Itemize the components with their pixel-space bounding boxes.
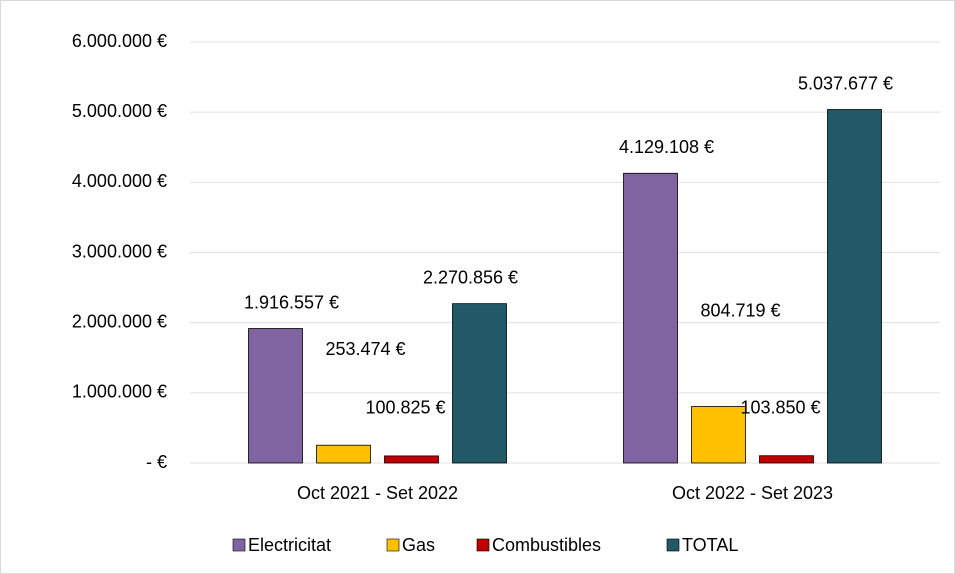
legend-swatch [386, 538, 400, 552]
y-tick-label: 6.000.000 € [72, 31, 167, 51]
bar [623, 172, 678, 464]
data-label: 253.474 € [325, 339, 405, 359]
bar [248, 328, 303, 464]
legend-swatch [476, 538, 490, 552]
y-tick-label: 4.000.000 € [72, 171, 167, 191]
data-label: 100.825 € [365, 398, 445, 418]
legend-swatch [666, 538, 680, 552]
legend-label: Electricitat [248, 535, 331, 555]
data-label: 103.850 € [740, 397, 820, 417]
y-tick-label: 2.000.000 € [72, 311, 167, 331]
bar [759, 455, 814, 464]
data-label: 4.129.108 € [619, 137, 714, 157]
data-label: 1.916.557 € [244, 292, 339, 312]
legend-label: Combustibles [492, 535, 601, 555]
x-tick-label: Oct 2021 - Set 2022 [297, 483, 458, 503]
legend-label: TOTAL [682, 535, 738, 555]
bar [384, 455, 439, 464]
y-tick-label: - € [146, 452, 167, 472]
y-tick-label: 3.000.000 € [72, 241, 167, 261]
data-label: 5.037.677 € [798, 73, 893, 93]
x-tick-label: Oct 2022 - Set 2023 [672, 483, 833, 503]
data-label: 2.270.856 € [423, 267, 518, 287]
legend-swatch [232, 538, 246, 552]
bar [691, 406, 746, 464]
bar [452, 303, 507, 464]
bar [827, 109, 882, 464]
y-tick-label: 1.000.000 € [72, 382, 167, 402]
data-label: 804.719 € [700, 300, 780, 320]
legend-label: Gas [402, 535, 435, 555]
y-tick-label: 5.000.000 € [72, 101, 167, 121]
bar [316, 444, 371, 464]
